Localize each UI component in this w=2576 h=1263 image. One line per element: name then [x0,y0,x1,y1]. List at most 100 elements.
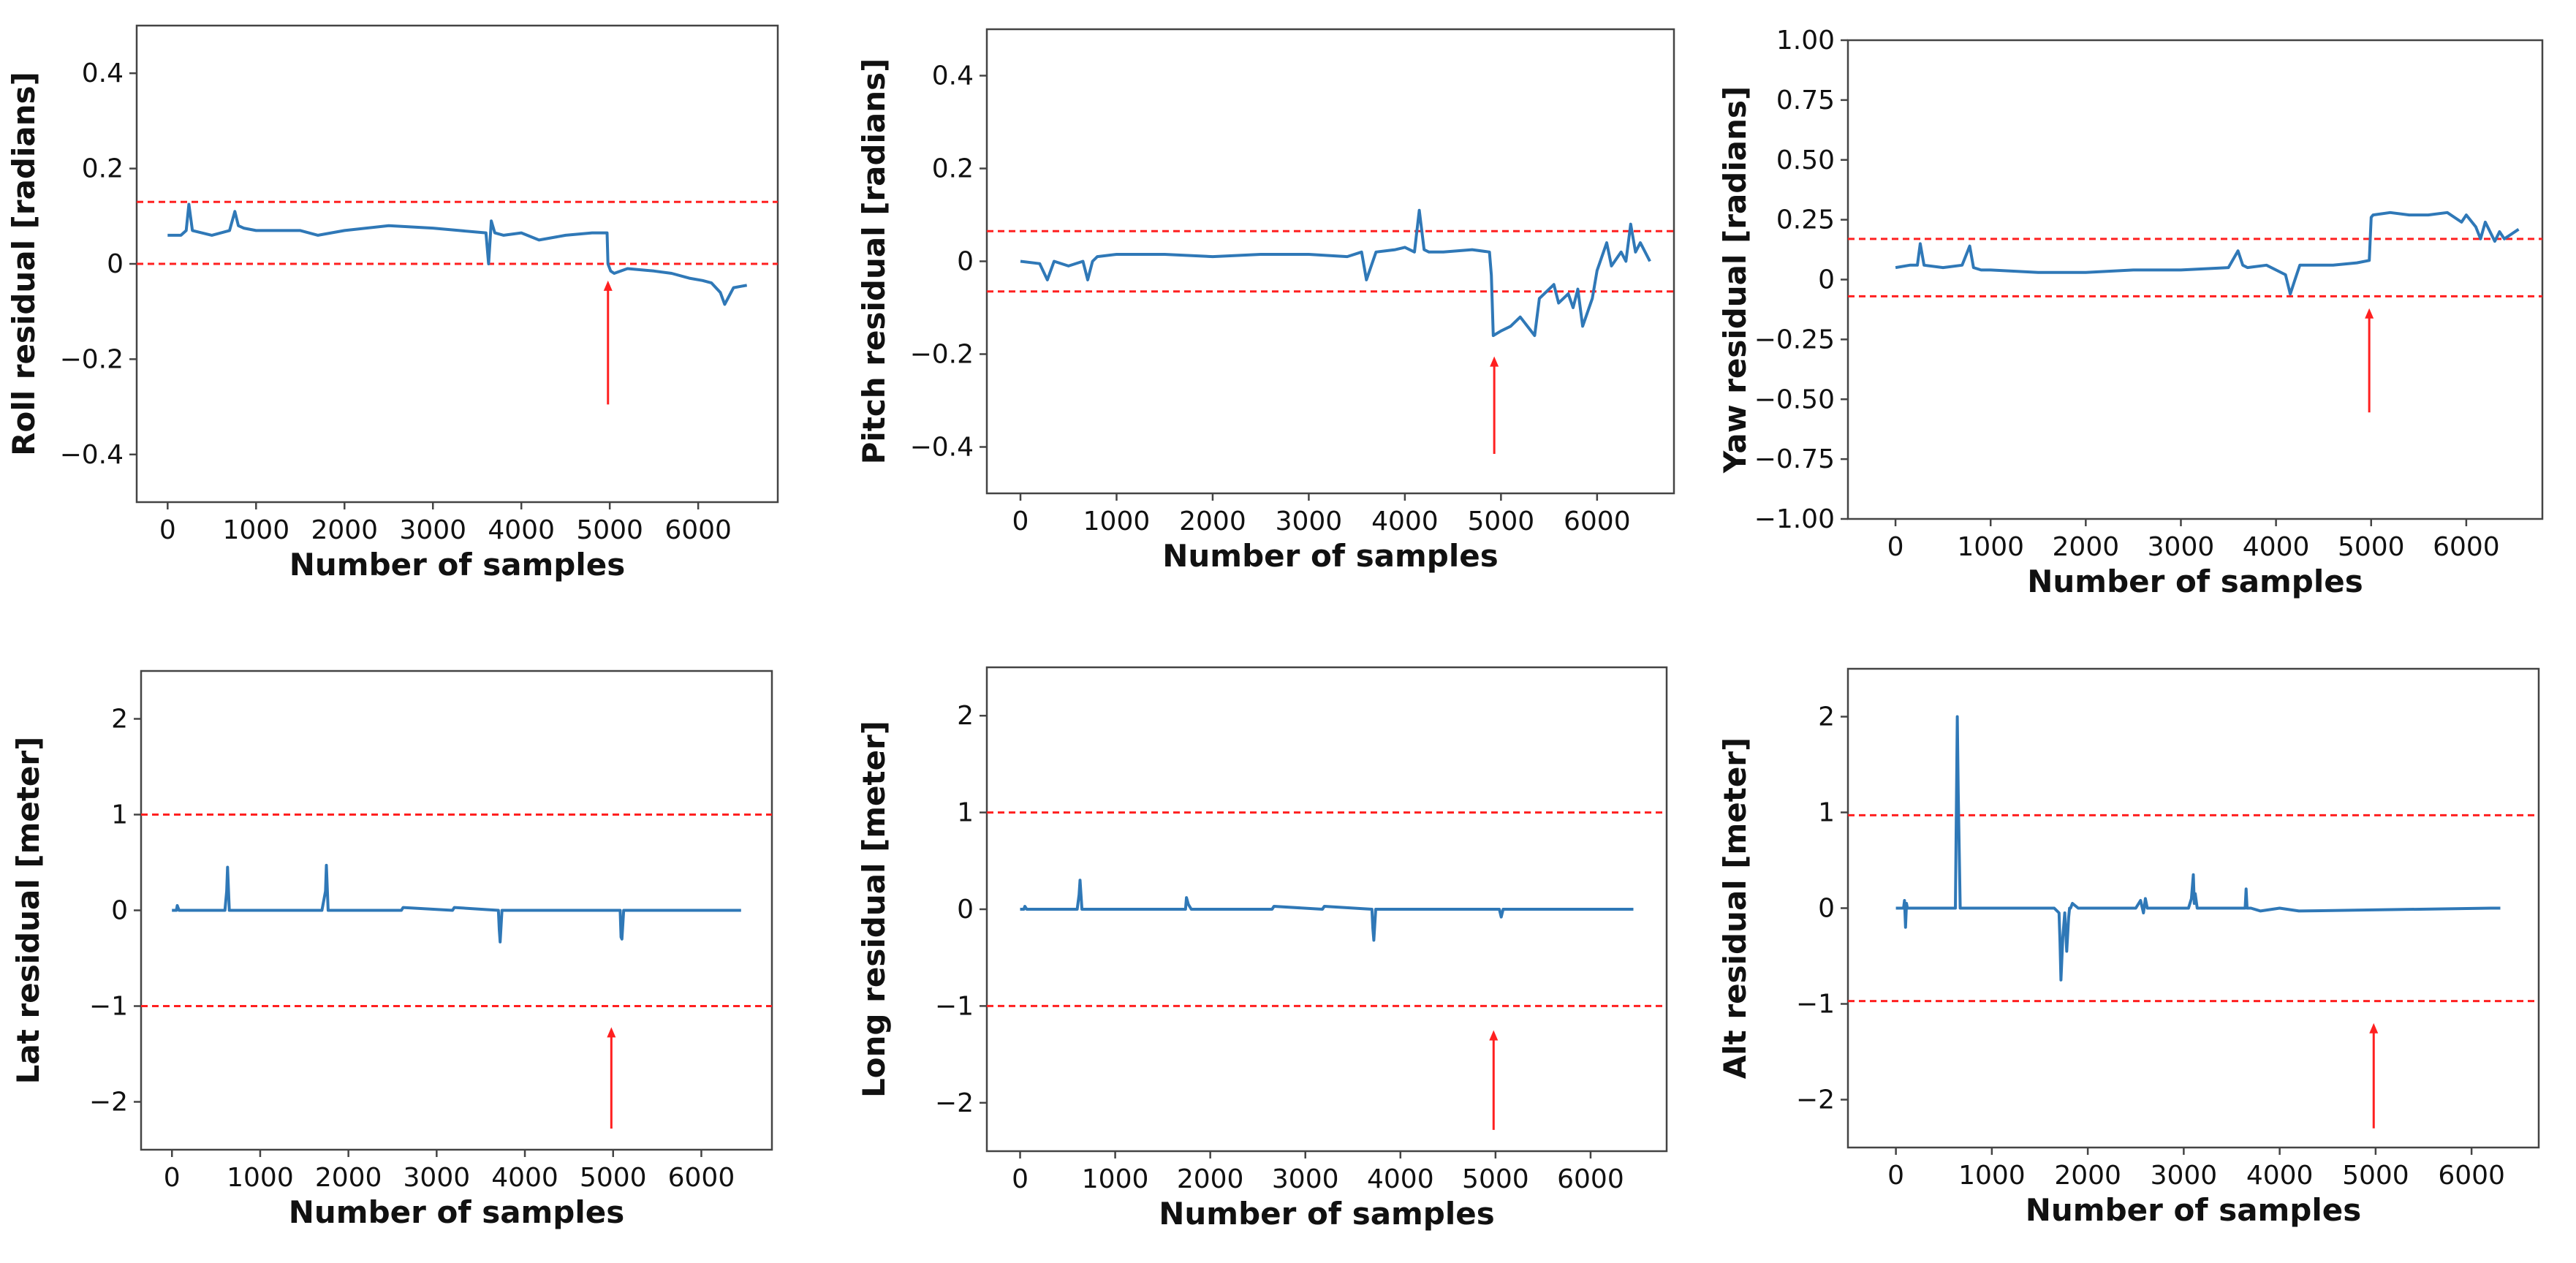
x-tick-label: 5000 [576,515,643,545]
y-axis-title: Alt residual [meter] [1717,737,1753,1079]
x-tick-label: 1000 [227,1163,294,1193]
x-tick-label: 5000 [2342,1161,2409,1191]
x-tick-label: 1000 [1957,532,2024,562]
x-tick-label: 1000 [1082,1164,1149,1194]
series-line [167,202,748,306]
series-line [1895,715,2501,982]
x-tick-label: 6000 [1564,507,1631,536]
y-axis-title: Lat residual [meter] [10,737,46,1085]
y-tick-label: −1 [89,992,128,1022]
x-tick-label: 0 [1012,1164,1028,1194]
x-tick-label: 2000 [1179,507,1246,536]
x-tick-label: 4000 [491,1163,558,1193]
y-tick-label: 2 [1818,702,1835,732]
x-tick-label: 1000 [1958,1161,2026,1191]
x-axis-title: Number of samples [289,547,626,583]
y-tick-label: 0.25 [1776,205,1835,235]
y-tick-label: 2 [111,705,128,735]
x-tick-label: 4000 [1367,1164,1434,1194]
x-tick-label: 1000 [222,515,289,545]
x-axis-title: Number of samples [2027,564,2363,599]
x-tick-label: 2000 [2053,532,2120,562]
y-tick-label: −0.50 [1754,384,1835,414]
y-tick-label: 1 [1818,798,1835,828]
y-tick-label: 0.2 [82,154,124,184]
x-tick-label: 5000 [1468,507,1535,536]
x-tick-label: 2000 [311,515,378,545]
series-line [1020,879,1634,942]
y-tick-label: 1 [957,798,974,828]
x-tick-label: 3000 [1276,507,1343,536]
x-tick-label: 2000 [315,1163,382,1193]
x-tick-label: 6000 [2433,532,2500,562]
y-tick-label: −2 [935,1088,974,1118]
onset-marker-arrowhead [607,1027,616,1038]
x-tick-label: 6000 [668,1163,735,1193]
y-tick-label: 0 [111,896,128,926]
y-tick-label: −0.25 [1754,325,1835,354]
x-tick-label: 5000 [1462,1164,1529,1194]
y-tick-label: −1 [1796,990,1835,1020]
x-tick-label: 0 [159,515,176,545]
x-axis-title: Number of samples [289,1194,625,1230]
y-tick-label: 2 [957,701,974,731]
panel-roll: 0.4 0.2 0 −0.2 −0.4 0 1000 2000 3000 4000 5000 6000… [6,24,779,583]
x-axis-title: Number of samples [1162,538,1499,574]
y-axis-title: Long residual [meter] [856,721,892,1098]
panel-alt: 2 1 0 −1 −2 0 1000 2000 3000 4000 5000 6000 Number o… [1717,667,2540,1228]
x-tick-label: 0 [164,1163,181,1193]
y-tick-label: −2 [89,1088,128,1118]
y-tick-label: −2 [1796,1085,1835,1115]
y-tick-label: 0 [957,247,974,277]
plot-area [1846,39,2544,520]
y-tick-label: −0.4 [910,433,974,463]
panel-long: 2 1 0 −1 −2 0 1000 2000 3000 4000 5000 6000 Number o… [856,666,1668,1232]
panel-yaw: 1.00 0.75 0.50 0.25 0 −0.25 −0.50 −0.75 −1.00 0 10… [1717,26,2544,599]
x-axis-title: Number of samples [2026,1192,2362,1228]
y-axis-title: Roll residual [radians] [6,72,42,456]
panel-lat: 2 1 0 −1 −2 0 1000 2000 3000 4000 5000 6000 Number o… [10,670,773,1230]
x-tick-label: 3000 [2151,1161,2218,1191]
x-tick-label: 6000 [2438,1161,2505,1191]
x-tick-label: 5000 [580,1163,647,1193]
onset-marker-arrowhead [2369,1023,2379,1033]
x-tick-label: 3000 [399,515,466,545]
x-tick-label: 2000 [1177,1164,1244,1194]
y-tick-label: 0.2 [932,154,974,184]
y-axis-title: Yaw residual [radians] [1717,86,1753,474]
y-tick-label: −1.00 [1754,504,1835,534]
series-line [1895,210,2520,296]
y-tick-label: −0.4 [60,440,124,470]
y-tick-label: 1 [111,800,128,830]
y-tick-label: 0.50 [1776,145,1835,175]
y-tick-label: −0.75 [1754,444,1835,474]
onset-marker-arrowhead [603,280,613,291]
x-tick-label: 0 [1887,1161,1904,1191]
series-line [1020,208,1651,338]
y-tick-label: 0 [957,895,974,925]
x-tick-label: 3000 [404,1163,471,1193]
x-tick-label: 4000 [488,515,555,545]
x-tick-label: 3000 [2148,532,2215,562]
series-line [172,863,741,944]
onset-marker-arrowhead [2365,308,2374,319]
y-tick-label: −0.2 [910,340,974,370]
x-tick-label: 4000 [2246,1161,2314,1191]
y-tick-label: −0.2 [60,344,124,374]
y-tick-label: 0.4 [932,61,974,91]
x-tick-label: 1000 [1083,507,1151,536]
x-axis-title: Number of samples [1159,1196,1495,1232]
x-tick-label: 4000 [1371,507,1439,536]
y-tick-label: 0 [1818,265,1835,295]
plot-area [985,28,1675,495]
x-tick-label: 4000 [2243,532,2310,562]
y-axis-title: Pitch residual [radians] [856,58,892,465]
onset-marker-arrowhead [1489,1030,1499,1041]
y-tick-label: 0.4 [82,58,124,88]
x-tick-label: 0 [1012,507,1029,536]
x-tick-label: 6000 [1557,1164,1624,1194]
panel-pitch: 0.4 0.2 0 −0.2 −0.4 0 1000 2000 3000 4000 5000 6000… [856,28,1675,574]
x-tick-label: 5000 [2338,532,2405,562]
y-tick-label: 0 [107,249,124,279]
